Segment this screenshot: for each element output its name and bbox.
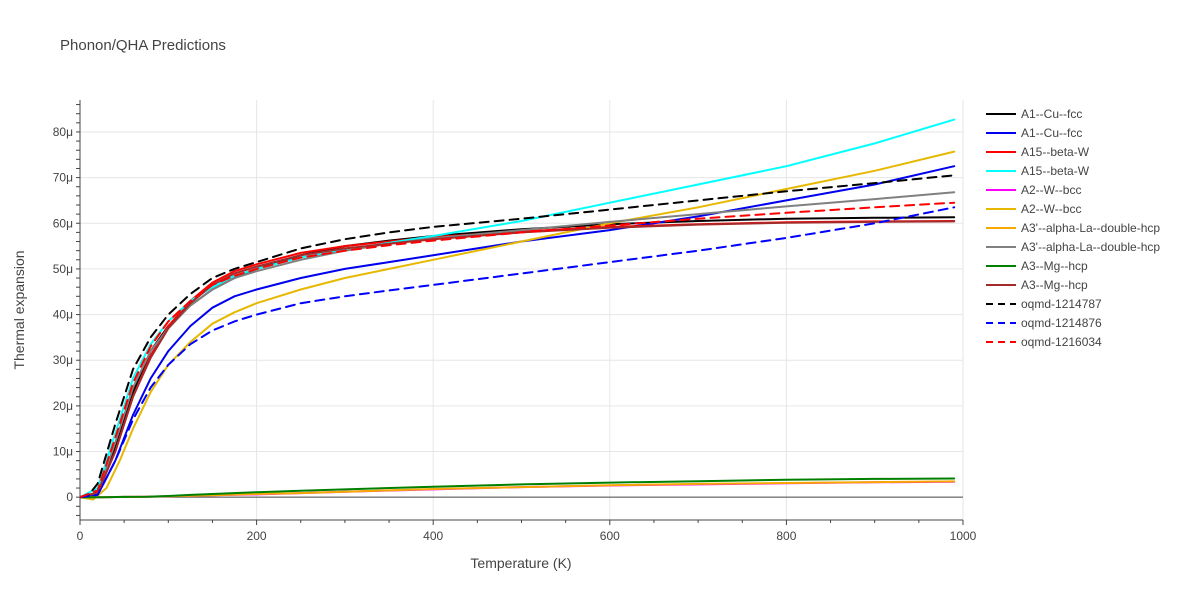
y-tick-label: 70μ (53, 171, 73, 185)
x-tick-label: 400 (423, 529, 443, 543)
chart-title: Phonon/QHA Predictions (60, 37, 226, 54)
x-axis-title: Temperature (K) (470, 555, 571, 571)
legend-label: A3'--alpha-La--double-hcp (1021, 221, 1160, 235)
series-line-7 (80, 191, 956, 499)
legend-label: oqmd-1214787 (1021, 297, 1102, 311)
series-line-11 (80, 206, 956, 499)
y-tick-label: 30μ (53, 353, 73, 367)
y-tick-label: 50μ (53, 262, 73, 276)
legend-label: A3'--alpha-La--double-hcp (1021, 240, 1160, 254)
legend-label: A2--W--bcc (1021, 183, 1081, 197)
series-line-1 (80, 165, 956, 499)
legend: A1--Cu--fcc A1--Cu--fcc A15--beta-W A15--be… (986, 107, 1160, 349)
x-tick-label: 200 (247, 529, 267, 543)
series-line-0 (80, 216, 956, 499)
series-line-5 (80, 150, 956, 501)
tick-labels: 0 200 400 600 800 1000 0 10μ 20μ 30μ 40μ 50μ 60μ 70μ 8… (53, 125, 977, 543)
y-tick-label: 10μ (53, 445, 73, 459)
series-line-9 (80, 220, 956, 499)
x-tick-label: 600 (600, 529, 620, 543)
legend-label: A2--W--bcc (1021, 202, 1081, 216)
legend-label: oqmd-1214876 (1021, 316, 1102, 330)
legend-label: A3--Mg--hcp (1021, 259, 1088, 273)
y-tick-label: 0 (66, 490, 73, 504)
x-tick-label: 0 (77, 529, 84, 543)
legend-label: A15--beta-W (1021, 164, 1090, 178)
y-tick-label: 80μ (53, 125, 73, 139)
gridlines (80, 100, 964, 520)
axes (76, 100, 964, 525)
legend-label: A15--beta-W (1021, 145, 1090, 159)
x-tick-label: 800 (776, 529, 796, 543)
x-tick-label: 1000 (950, 529, 977, 543)
series-line-10 (80, 174, 956, 499)
y-tick-label: 40μ (53, 308, 73, 322)
legend-label: A1--Cu--fcc (1021, 126, 1082, 140)
y-axis-title: Thermal expansion (11, 250, 27, 369)
series-line-12 (80, 201, 956, 499)
legend-label: A1--Cu--fcc (1021, 107, 1082, 121)
series-line-8 (80, 477, 956, 499)
legend-label: oqmd-1216034 (1021, 335, 1102, 349)
y-tick-label: 60μ (53, 216, 73, 230)
plot-area (80, 118, 956, 501)
legend-label: A3--Mg--hcp (1021, 278, 1088, 292)
y-tick-label: 20μ (53, 399, 73, 413)
